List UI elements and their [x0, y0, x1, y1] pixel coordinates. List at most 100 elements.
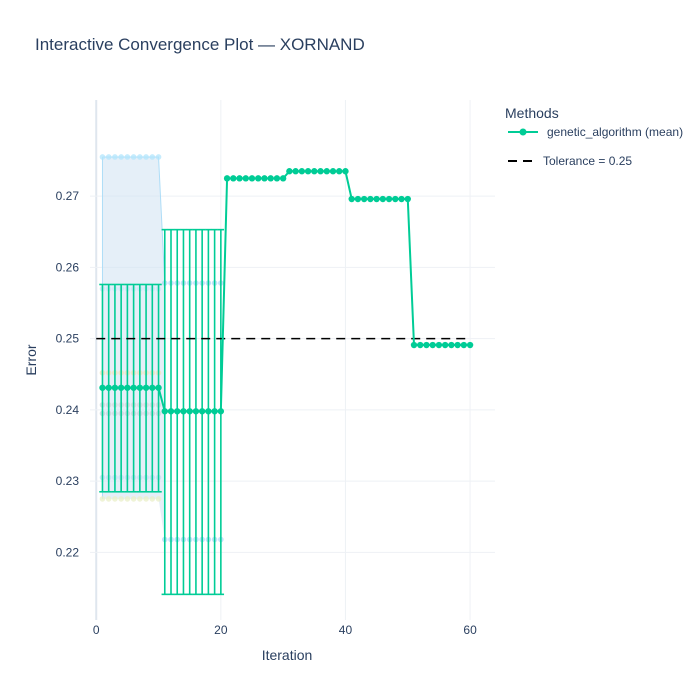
mean-data-point	[255, 175, 262, 182]
mean-data-point	[317, 168, 324, 175]
mean-data-point	[167, 408, 175, 415]
mean-data-point	[117, 384, 125, 391]
x-tick-label: 20	[214, 623, 228, 637]
mean-data-point	[410, 341, 418, 349]
mean-data-point	[205, 408, 212, 415]
faded-run-marker	[149, 154, 156, 160]
mean-data-point	[261, 175, 268, 182]
mean-data-point	[136, 384, 144, 391]
mean-data-point	[454, 341, 461, 349]
legend[interactable]: Methods genetic_algorithm (mean) Toleran…	[505, 105, 683, 168]
mean-data-point	[180, 408, 187, 415]
mean-data-point	[267, 175, 274, 182]
mean-data-point	[192, 408, 200, 415]
mean-data-point	[329, 168, 337, 175]
mean-data-point	[460, 341, 468, 349]
mean-data-point	[354, 195, 362, 203]
faded-run-marker	[155, 496, 162, 502]
mean-data-point	[379, 195, 387, 203]
mean-data-point	[142, 384, 150, 391]
faded-run-marker	[118, 154, 124, 160]
chart-title: Interactive Convergence Plot — XORNAND	[35, 35, 365, 54]
mean-series-line	[102, 170, 471, 413]
mean-data-point	[323, 168, 330, 175]
faded-run-marker	[149, 496, 156, 502]
mean-data-point	[211, 408, 218, 415]
mean-data-point	[398, 195, 405, 203]
legend-item-genetic-algorithm[interactable]: genetic_algorithm (mean)	[508, 125, 683, 139]
y-tick-label: 0.26	[56, 260, 80, 274]
mean-data-point	[360, 195, 368, 203]
mean-data-point	[161, 408, 168, 415]
faded-run-marker	[118, 496, 124, 502]
mean-data-point	[99, 384, 106, 391]
y-tick-label: 0.27	[56, 189, 80, 203]
mean-data-point	[392, 195, 399, 203]
faded-run-marker	[99, 496, 106, 502]
mean-data-point	[248, 175, 256, 182]
faded-run-marker	[105, 496, 112, 502]
mean-data-point	[441, 341, 449, 349]
faded-run-marker	[137, 496, 143, 502]
faded-run-marker	[105, 154, 112, 160]
mean-data-point	[198, 408, 206, 415]
faded-run-marker	[155, 154, 162, 160]
faded-run-marker	[130, 154, 137, 160]
mean-data-point	[373, 195, 380, 203]
faded-run-marker	[112, 496, 118, 502]
x-tick-label: 0	[93, 623, 100, 637]
mean-data-point	[292, 168, 299, 175]
mean-data-point	[155, 384, 162, 391]
faded-run-marker	[124, 154, 131, 160]
mean-data-point	[223, 175, 231, 182]
mean-data-point	[130, 384, 137, 391]
legend-label-tolerance: Tolerance = 0.25	[543, 154, 632, 168]
mean-data-point	[423, 341, 430, 349]
faded-run-marker	[130, 496, 137, 502]
faded-run-marker	[143, 496, 149, 502]
faded-run-marker	[99, 154, 106, 160]
mean-data-point	[124, 384, 131, 391]
y-axis-title: Error	[23, 344, 39, 375]
mean-data-point	[242, 175, 249, 182]
mean-data-point	[417, 341, 424, 349]
x-axis-ticks: 0 20 40 60	[93, 623, 477, 637]
mean-data-point	[298, 168, 306, 175]
mean-data-point	[273, 175, 281, 182]
mean-data-point	[230, 175, 237, 182]
mean-data-point	[111, 384, 119, 391]
y-tick-label: 0.22	[56, 545, 80, 559]
mean-data-point	[149, 384, 156, 391]
mean-data-point	[186, 408, 193, 415]
mean-data-point	[311, 168, 318, 175]
faded-run-marker	[143, 154, 149, 160]
mean-data-point	[448, 341, 455, 349]
x-axis-title: Iteration	[262, 647, 313, 663]
mean-data-point	[217, 408, 225, 415]
mean-data-point	[435, 341, 443, 349]
mean-data-point	[304, 168, 312, 175]
mean-data-point	[429, 341, 436, 349]
legend-swatch-marker	[519, 128, 527, 136]
mean-data-point	[336, 168, 343, 175]
legend-label-genetic-algorithm: genetic_algorithm (mean)	[547, 125, 683, 139]
y-tick-label: 0.23	[56, 474, 80, 488]
x-tick-label: 40	[339, 623, 353, 637]
mean-data-point	[105, 384, 112, 391]
legend-title: Methods	[505, 105, 559, 121]
mean-data-point	[342, 168, 349, 175]
mean-data-point	[286, 168, 293, 175]
mean-data-point	[466, 341, 474, 349]
y-tick-label: 0.24	[56, 403, 80, 417]
mean-data-point	[348, 195, 355, 203]
x-tick-label: 60	[463, 623, 477, 637]
faded-run-marker	[112, 154, 118, 160]
mean-data-point	[404, 195, 411, 203]
legend-item-tolerance[interactable]: Tolerance = 0.25	[508, 154, 632, 168]
faded-run-marker	[124, 496, 131, 502]
mean-data-point	[174, 408, 181, 415]
mean-data-point	[236, 175, 243, 182]
mean-data-point	[279, 175, 287, 182]
y-axis-ticks: 0.22 0.23 0.24 0.25 0.26 0.27	[56, 189, 80, 559]
